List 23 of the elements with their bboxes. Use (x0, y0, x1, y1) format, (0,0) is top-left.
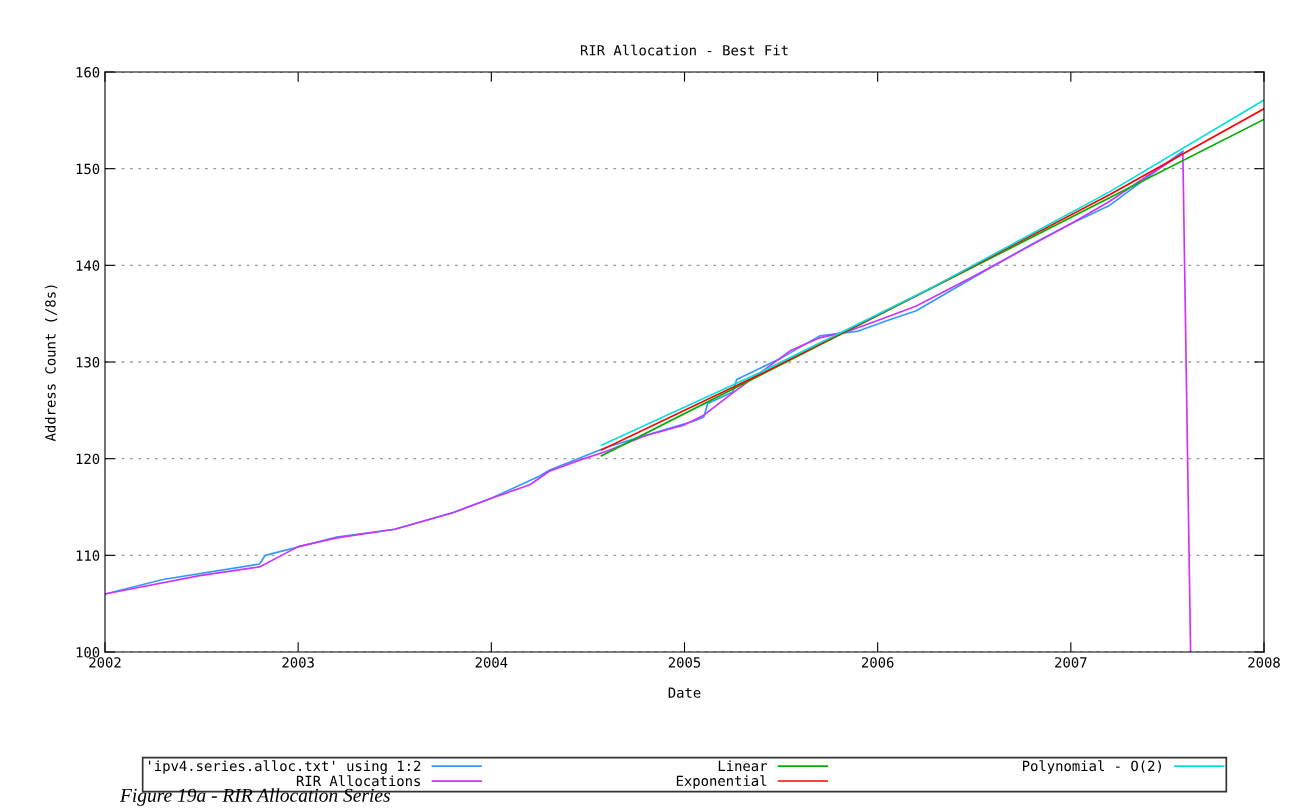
x-tick-label: 2002 (89, 657, 121, 668)
y-axis-title: Address Count (/8s) (44, 285, 58, 442)
y-tick-label: 120 (76, 453, 100, 465)
legend-label: 'ipv4.series.alloc.txt' using 1:2 (149, 760, 421, 774)
legend-label: RIR Allocations (296, 775, 420, 787)
caption: Figure 19a - RIR Allocation Series (119, 788, 390, 806)
x-tick-label: 2005 (668, 657, 701, 668)
y-tick-label: 160 (76, 67, 100, 78)
legend-label: Linear (718, 760, 767, 772)
y-tick-label: 100 (76, 647, 100, 658)
x-axis-title: Date (668, 687, 701, 698)
y-tick-label: 140 (76, 260, 100, 271)
y-tick-label: 130 (76, 357, 100, 368)
legend-label: Polynomial - O(2) (1023, 760, 1161, 774)
x-tick-label: 2008 (1248, 657, 1280, 668)
y-tick-label: 110 (76, 550, 100, 561)
x-tick-label: 2007 (1055, 657, 1087, 668)
y-tick-label: 150 (76, 163, 100, 175)
x-tick-label: 2006 (861, 657, 894, 668)
legend-label: Exponential (676, 775, 767, 789)
x-tick-label: 2004 (475, 657, 508, 668)
chart-title: RIR Allocation - Best Fit (580, 44, 788, 56)
x-tick-label: 2003 (282, 657, 314, 668)
